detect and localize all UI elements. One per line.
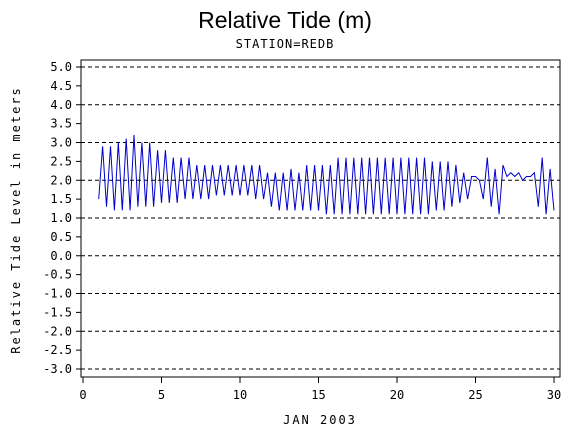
tide-series-line [98,134,555,215]
y-tick-label: 4.0 [50,98,72,112]
y-tick-label: -1.5 [43,305,72,319]
chart-subtitle: STATION=REDB [236,37,335,51]
y-tick-label: 1.5 [50,192,72,206]
x-tick-label: 20 [390,388,404,402]
gridlines [81,66,560,370]
y-tick-label: 4.5 [50,79,72,93]
y-tick-label: -1.0 [43,287,72,301]
y-tick-label: 5.0 [50,60,72,74]
y-tick-label: -2.5 [43,343,72,357]
x-tick-label: 25 [468,388,482,402]
y-axis-ticks: 5.0 4.5 4.0 3.5 3.0 2.5 2.0 1.5 1.0 0.5 0.0 -0.5 -1.… [43,60,81,376]
y-tick-label: 0.5 [50,230,72,244]
y-tick-label: -2.0 [43,324,72,338]
x-tick-label: 0 [79,388,86,402]
x-tick-label: 15 [311,388,325,402]
y-tick-label: -3.0 [43,362,72,376]
y-axis-label: Relative Tide Level in meters [9,86,23,354]
y-tick-label: 3.0 [50,136,72,150]
y-tick-label: -0.5 [43,268,72,282]
y-tick-label: 1.0 [50,211,72,225]
y-tick-label: 3.5 [50,117,72,131]
y-tick-label: 0.0 [50,249,72,263]
chart-title: Relative Tide (m) [198,7,372,33]
x-tick-label: 30 [547,388,561,402]
y-tick-label: 2.5 [50,154,72,168]
tide-series-layer [98,134,555,215]
x-axis-ticks: 0 5 10 15 20 25 30 [79,377,561,402]
x-axis-label: JAN 2003 [283,413,357,427]
y-tick-label: 2.0 [50,173,72,187]
x-tick-label: 5 [158,388,165,402]
x-tick-label: 10 [233,388,247,402]
